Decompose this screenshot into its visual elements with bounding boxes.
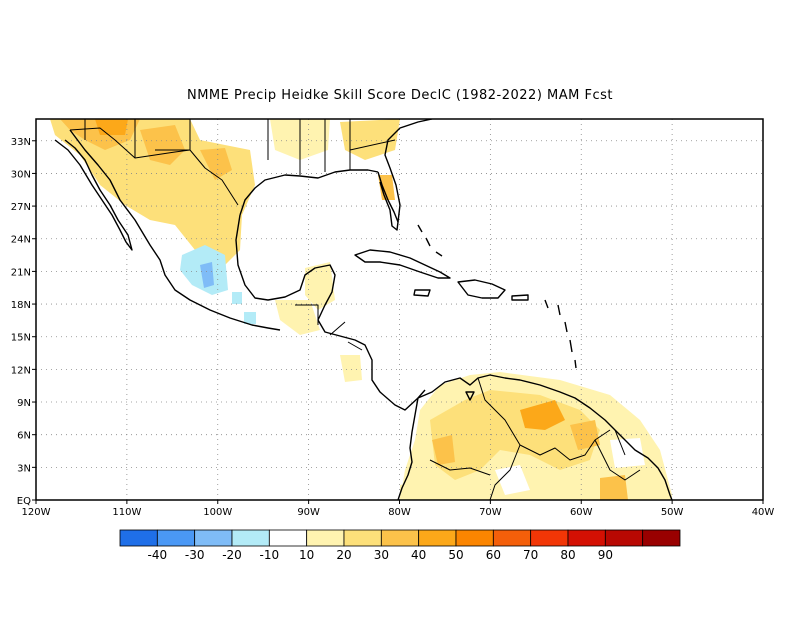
lon-tick-label: 50W bbox=[661, 507, 684, 518]
shade-texas-2 bbox=[200, 148, 232, 180]
coast-south-america-north bbox=[417, 374, 673, 500]
shade-southeast-us-2 bbox=[340, 119, 400, 160]
lon-tick-label: 40W bbox=[752, 507, 775, 518]
shade-central-mexico-negative-core bbox=[200, 262, 214, 288]
coast-jamaica bbox=[413, 289, 431, 297]
coast-mexico-pacific bbox=[69, 129, 281, 331]
shade-central-america-2 bbox=[340, 355, 362, 382]
shade-brazil-north bbox=[600, 475, 628, 500]
lat-tick-label: 21N bbox=[11, 267, 31, 278]
colorbar-swatch bbox=[455, 529, 494, 547]
country-borders bbox=[69, 119, 641, 500]
lat-tick-label: 3N bbox=[17, 463, 31, 474]
colorbar-swatch bbox=[530, 529, 569, 547]
coast-gulf-of-mexico bbox=[235, 214, 426, 411]
shade-ecuador-light bbox=[400, 480, 428, 500]
colorbar-swatch bbox=[567, 529, 606, 547]
shade-florida bbox=[378, 175, 395, 200]
colorbar-swatch bbox=[380, 529, 420, 547]
colorbar-swatch bbox=[231, 529, 270, 547]
colorbar-label: -20 bbox=[222, 548, 242, 562]
colorbar-label: 20 bbox=[336, 548, 351, 562]
border-central-america bbox=[295, 304, 381, 393]
colorbar-swatch bbox=[156, 529, 196, 547]
shade-amazon-white-hole bbox=[495, 465, 530, 495]
graticule bbox=[36, 119, 763, 500]
colorbar-label: 80 bbox=[560, 548, 575, 562]
colorbar-label: 10 bbox=[299, 548, 314, 562]
colorbar-label: 70 bbox=[523, 548, 538, 562]
colorbar-swatch bbox=[492, 529, 532, 547]
shade-venezuela-peak bbox=[520, 400, 565, 430]
colorbar-swatch bbox=[418, 529, 457, 547]
lon-tick-label: 60W bbox=[570, 507, 593, 518]
lat-tick-label: 15N bbox=[11, 333, 31, 344]
lon-tick-label: 120W bbox=[22, 507, 51, 518]
lat-tick-label: EQ bbox=[17, 496, 31, 507]
lat-tick-label: 18N bbox=[11, 300, 31, 311]
shade-arizona-peak bbox=[95, 119, 128, 135]
coast-puerto-rico bbox=[511, 294, 529, 301]
lat-tick-label: 33N bbox=[11, 137, 31, 148]
shade-brazil-white-hole bbox=[610, 438, 645, 468]
colorbar-label: 60 bbox=[486, 548, 501, 562]
colorbar-label: -10 bbox=[260, 548, 280, 562]
lon-tick-label: 70W bbox=[479, 507, 502, 518]
shade-guyana-peak bbox=[570, 420, 600, 450]
lat-tick-label: 24N bbox=[11, 235, 31, 246]
coast-cuba bbox=[354, 249, 451, 279]
colorbar-label: 30 bbox=[374, 548, 389, 562]
colorbar-swatch bbox=[306, 529, 345, 547]
shade-mexico-blue-3 bbox=[244, 312, 256, 324]
lon-tick-label: 100W bbox=[203, 507, 232, 518]
lat-tick-label: 6N bbox=[17, 431, 31, 442]
shade-central-america bbox=[275, 300, 320, 335]
colorbar-swatch bbox=[268, 529, 308, 547]
colorbar-label: -40 bbox=[148, 548, 168, 562]
shade-yucatan bbox=[305, 262, 335, 310]
coast-florida bbox=[377, 171, 399, 231]
border-south-america bbox=[429, 377, 641, 500]
border-us-states bbox=[84, 119, 396, 175]
colorbar-swatch bbox=[343, 529, 382, 547]
coast-us-atlantic bbox=[384, 119, 433, 223]
lat-tick-label: 30N bbox=[11, 169, 31, 180]
map-title: NMME Precip Heidke Skill Score DeclC (19… bbox=[186, 88, 613, 103]
lon-tick-label: 80W bbox=[388, 507, 411, 518]
colorbar-label: 40 bbox=[411, 548, 426, 562]
coast-lesser-antilles bbox=[544, 299, 577, 369]
coastlines bbox=[54, 119, 673, 500]
lon-tick-label: 110W bbox=[112, 507, 141, 518]
lon-tick-label: 90W bbox=[297, 507, 320, 518]
coast-south-america-pacific bbox=[397, 397, 419, 500]
lat-tick-label: 9N bbox=[17, 398, 31, 409]
shade-texas bbox=[140, 125, 185, 165]
colorbar: -40 -30 -20 -10 10 20 30 40 50 60 70 80 90 bbox=[119, 529, 681, 562]
lat-tick-label: 27N bbox=[11, 202, 31, 213]
skill-shading-layer bbox=[50, 119, 672, 500]
shade-mexico-blue-2 bbox=[232, 292, 242, 304]
colorbar-label: -30 bbox=[185, 548, 205, 562]
lat-tick-label: 12N bbox=[11, 365, 31, 376]
colorbar-label: 50 bbox=[448, 548, 463, 562]
colorbar-swatch bbox=[604, 529, 644, 547]
axis-ticks: 120W 110W 100W 90W 80W 70W 60W 50W 40W EQ 3N 6N 9N 12… bbox=[11, 137, 775, 518]
colorbar-swatch bbox=[119, 529, 158, 547]
coast-hispaniola bbox=[457, 279, 506, 299]
colorbar-swatch bbox=[642, 529, 681, 547]
colorbar-swatch bbox=[194, 529, 233, 547]
shade-colombia-peak bbox=[432, 435, 455, 465]
colorbar-label: 90 bbox=[598, 548, 613, 562]
border-us-mexico bbox=[69, 127, 239, 206]
coast-baja-california bbox=[54, 139, 133, 251]
coast-bahamas bbox=[417, 224, 443, 257]
coast-northern-gulf bbox=[239, 169, 379, 216]
coast-lake-maracaibo bbox=[465, 391, 475, 401]
